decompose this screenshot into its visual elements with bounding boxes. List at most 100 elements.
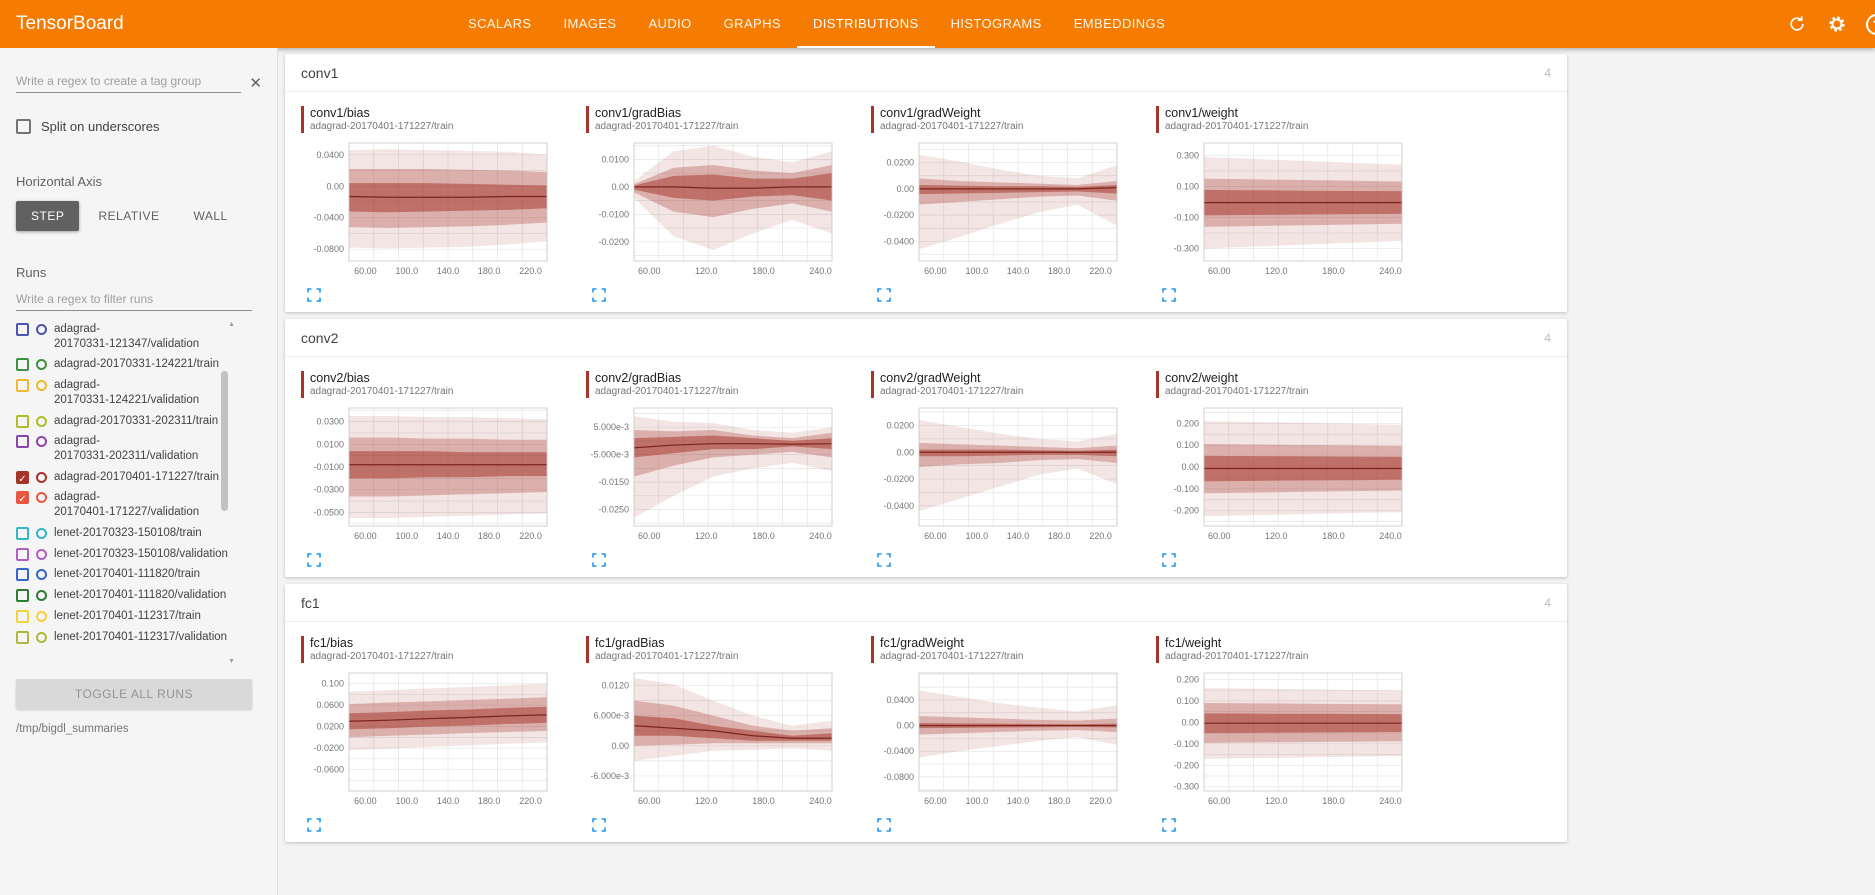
runs-scrollbar-thumb[interactable] — [221, 371, 228, 511]
svg-text:-0.300: -0.300 — [1173, 782, 1199, 792]
refresh-icon — [1790, 16, 1804, 31]
run-checkbox[interactable]: ✓ — [16, 491, 29, 505]
run-row[interactable]: adagrad- 20170331-202311/validation — [16, 431, 261, 466]
expand-chart-button[interactable] — [592, 287, 607, 302]
run-row[interactable]: lenet-20170401-112317/train — [16, 606, 261, 627]
expand-chart-button[interactable] — [307, 817, 322, 832]
split-on-underscores-checkbox[interactable] — [16, 119, 31, 134]
main-tabs: SCALARS IMAGES AUDIO GRAPHS DISTRIBUTION… — [452, 0, 1181, 48]
run-label: adagrad-20170401-171227/train — [54, 470, 219, 483]
expand-chart-button[interactable] — [877, 817, 892, 832]
run-checkbox[interactable] — [16, 435, 29, 449]
axis-button-wall[interactable]: WALL — [178, 201, 242, 231]
run-color-bar — [871, 106, 874, 133]
run-row[interactable]: lenet-20170323-150108/validation — [16, 544, 261, 565]
expand-chart-button[interactable] — [592, 552, 607, 567]
run-checkbox[interactable] — [16, 630, 29, 644]
expand-chart-button[interactable] — [307, 552, 322, 567]
svg-text:-0.100: -0.100 — [1173, 484, 1199, 494]
expand-icon — [592, 552, 606, 567]
tab-distributions[interactable]: DISTRIBUTIONS — [797, 0, 935, 48]
run-row[interactable]: lenet-20170401-111820/train — [16, 564, 261, 585]
svg-text:120.0: 120.0 — [1265, 796, 1288, 806]
axis-button-step[interactable]: STEP — [16, 201, 80, 231]
svg-text:-0.0500: -0.0500 — [313, 507, 344, 517]
tag-category-header[interactable]: conv1 4 — [285, 54, 1567, 92]
run-row[interactable]: adagrad-20170331-124221/train — [16, 354, 261, 375]
run-row[interactable]: lenet-20170401-112317/validation — [16, 627, 261, 648]
run-checkbox[interactable] — [16, 323, 29, 336]
tab-audio[interactable]: AUDIO — [648, 16, 692, 31]
run-visibility-circle[interactable] — [36, 471, 47, 483]
run-visibility-circle[interactable] — [36, 380, 47, 392]
svg-text:240.0: 240.0 — [809, 796, 832, 806]
run-checkbox[interactable] — [16, 589, 29, 603]
axis-button-relative[interactable]: RELATIVE — [83, 201, 174, 231]
split-on-underscores-row[interactable]: Split on underscores — [16, 119, 261, 134]
run-row[interactable]: adagrad-20170331-202311/train — [16, 411, 261, 432]
run-visibility-circle[interactable] — [36, 359, 47, 371]
run-label: lenet-20170401-111820/train — [54, 568, 200, 581]
tab-embeddings[interactable]: EMBEDDINGS — [1073, 16, 1166, 31]
tag-filter-input[interactable] — [16, 70, 242, 93]
svg-text:-0.0400: -0.0400 — [313, 213, 344, 223]
run-visibility-circle[interactable] — [36, 610, 47, 622]
run-row[interactable]: ✓ adagrad-20170401-171227/train — [16, 467, 261, 488]
expand-chart-button[interactable] — [1162, 552, 1177, 567]
run-checkbox[interactable] — [16, 414, 29, 428]
run-label: adagrad-20170331-202311/train — [54, 414, 219, 427]
svg-text:0.00: 0.00 — [326, 181, 344, 191]
run-row[interactable]: adagrad- 20170331-121347/validation — [16, 319, 261, 354]
svg-text:120.0: 120.0 — [695, 531, 718, 541]
help-icon[interactable]: ? — [1866, 13, 1875, 35]
run-checkbox[interactable] — [16, 358, 29, 372]
tag-category-header[interactable]: fc1 4 — [285, 584, 1567, 622]
run-row[interactable]: adagrad- 20170331-124221/validation — [16, 375, 261, 410]
expand-chart-button[interactable] — [1162, 817, 1177, 832]
run-row[interactable]: lenet-20170323-150108/train — [16, 523, 261, 544]
tag-category-header[interactable]: conv2 4 — [285, 319, 1567, 357]
run-row[interactable]: ✓ adagrad- 20170401-171227/validation — [16, 487, 261, 522]
run-visibility-circle[interactable] — [36, 527, 47, 539]
refresh-button[interactable] — [1786, 13, 1808, 35]
scroll-down-icon[interactable]: ▼ — [228, 658, 235, 665]
run-checkbox[interactable] — [16, 379, 29, 393]
run-checkbox[interactable] — [16, 547, 29, 561]
tab-histograms[interactable]: HISTOGRAMS — [950, 16, 1042, 31]
run-visibility-circle[interactable] — [36, 324, 47, 335]
run-row[interactable]: lenet-20170401-111820/validation — [16, 585, 261, 606]
svg-text:0.0100: 0.0100 — [316, 439, 344, 449]
expand-chart-button[interactable] — [1162, 287, 1177, 302]
run-visibility-circle[interactable] — [36, 590, 47, 602]
tab-scalars[interactable]: SCALARS — [468, 16, 532, 31]
run-color-bar — [301, 371, 304, 398]
run-checkbox[interactable] — [16, 568, 29, 582]
run-visibility-circle[interactable] — [36, 631, 47, 643]
run-visibility-circle[interactable] — [36, 492, 47, 504]
run-visibility-circle[interactable] — [36, 436, 47, 448]
svg-text:-0.0200: -0.0200 — [598, 237, 629, 247]
chart-run-name: adagrad-20170401-171227/train — [1165, 121, 1309, 133]
tab-graphs[interactable]: GRAPHS — [723, 16, 781, 31]
expand-chart-button[interactable] — [592, 817, 607, 832]
clear-tag-filter-icon[interactable]: ✕ — [249, 75, 262, 92]
run-checkbox[interactable] — [16, 609, 29, 623]
tab-images[interactable]: IMAGES — [563, 16, 617, 31]
section-chart-count: 4 — [1544, 330, 1551, 345]
run-visibility-circle[interactable] — [36, 569, 47, 581]
runs-filter-input[interactable] — [16, 288, 252, 311]
svg-text:180.0: 180.0 — [478, 796, 501, 806]
svg-text:60.00: 60.00 — [354, 796, 377, 806]
run-visibility-circle[interactable] — [36, 415, 47, 427]
settings-button[interactable] — [1826, 13, 1848, 35]
run-checkbox[interactable] — [16, 526, 29, 540]
run-checkbox[interactable]: ✓ — [16, 470, 29, 485]
run-visibility-circle[interactable] — [36, 548, 47, 560]
scroll-up-icon[interactable]: ▲ — [228, 321, 235, 328]
expand-chart-button[interactable] — [307, 287, 322, 302]
expand-chart-button[interactable] — [877, 287, 892, 302]
expand-chart-button[interactable] — [877, 552, 892, 567]
svg-text:0.0100: 0.0100 — [601, 154, 629, 164]
toggle-all-runs-button[interactable]: TOGGLE ALL RUNS — [16, 679, 252, 709]
svg-text:-0.100: -0.100 — [1173, 739, 1199, 749]
